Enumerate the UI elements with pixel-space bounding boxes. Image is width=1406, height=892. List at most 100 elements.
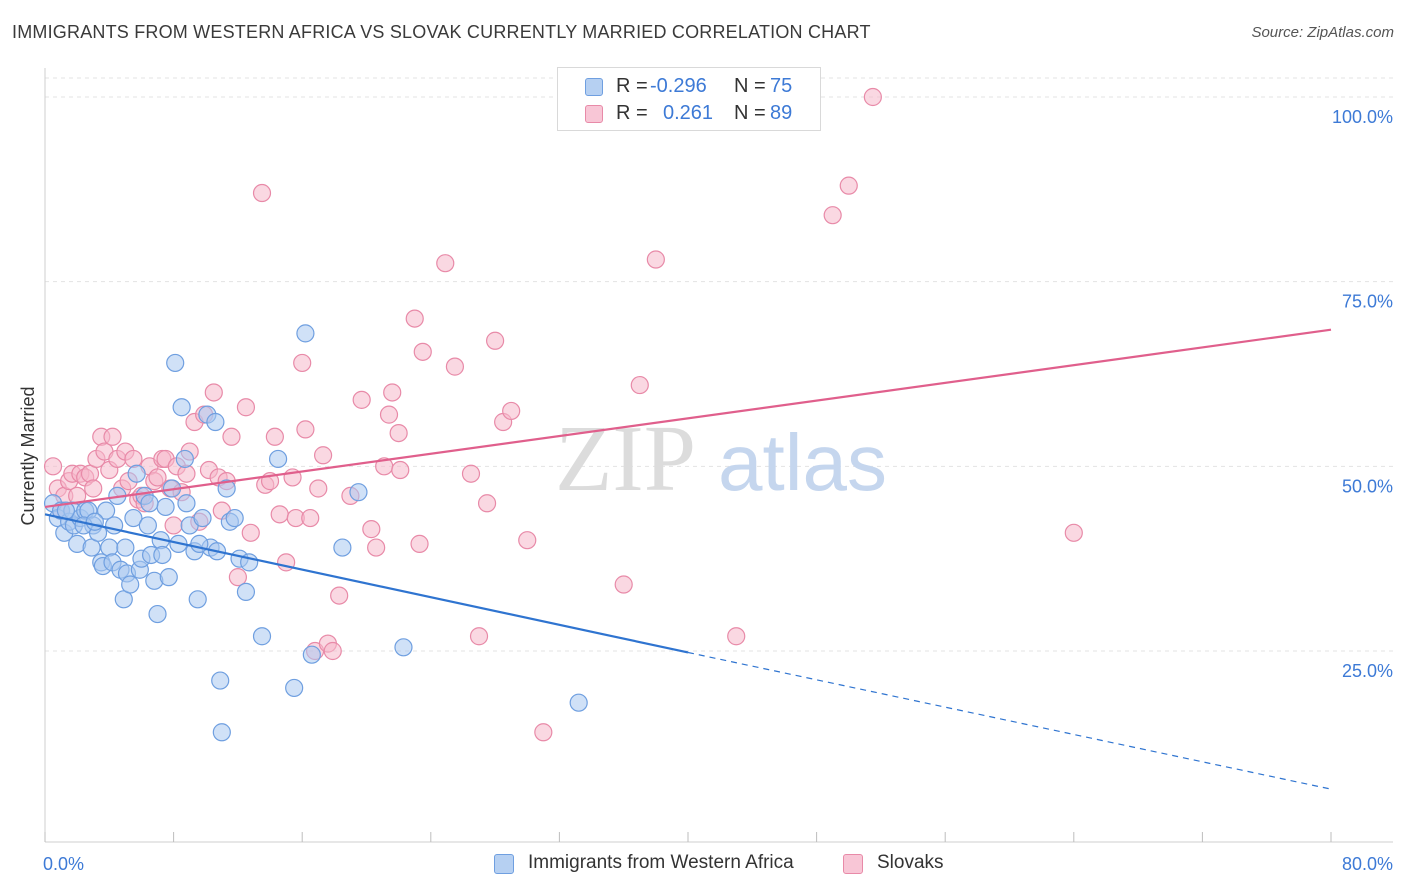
point-slovaks — [43, 457, 63, 476]
y-tick-label: 75.0% — [1342, 292, 1393, 312]
point-slovaks — [228, 568, 247, 587]
point-western-africa — [121, 575, 140, 594]
point-western-africa — [153, 545, 172, 565]
point-western-africa — [166, 353, 185, 373]
watermark-zip: ZIP — [555, 407, 696, 511]
point-slovaks — [389, 423, 408, 443]
watermark-atlas: atlas — [718, 418, 887, 507]
point-slovaks — [313, 446, 333, 465]
legend-r-value: 0.261 — [663, 102, 714, 124]
y-tick-label: 50.0% — [1342, 476, 1393, 496]
point-western-africa — [349, 483, 368, 502]
point-slovaks — [367, 538, 386, 557]
point-slovaks — [103, 427, 122, 446]
point-western-africa — [140, 494, 159, 513]
legend-swatch-blue — [585, 78, 603, 96]
point-slovaks — [236, 398, 256, 417]
legend-n-value: 75 — [770, 75, 793, 97]
point-slovaks — [839, 176, 858, 195]
point-western-africa — [148, 604, 167, 624]
watermark: ZIP atlas — [555, 407, 887, 511]
trend-lines — [44, 328, 1332, 790]
point-slovaks — [486, 331, 505, 350]
legend-n-label: N = — [734, 75, 766, 97]
point-western-africa — [225, 508, 244, 528]
legend-label-western-africa: Immigrants from Western Africa — [528, 852, 794, 873]
y-axis-label: Currently Married — [18, 386, 38, 525]
point-western-africa — [394, 638, 413, 657]
legend-n-label: N = — [734, 102, 766, 124]
point-slovaks — [469, 627, 489, 646]
point-western-africa — [333, 538, 352, 557]
legend-r-label: R = — [616, 102, 648, 124]
chart-title: IMMIGRANTS FROM WESTERN AFRICA VS SLOVAK… — [12, 22, 871, 42]
point-western-africa — [100, 538, 119, 557]
point-western-africa — [211, 671, 230, 690]
point-western-africa — [96, 501, 116, 520]
x-tick-label: 0.0% — [43, 854, 84, 874]
point-western-africa — [296, 324, 315, 343]
source-label: Source: ZipAtlas.com — [1251, 24, 1394, 41]
point-western-africa — [217, 479, 236, 498]
point-slovaks — [241, 523, 260, 542]
point-western-africa — [124, 508, 143, 528]
point-slovaks — [1064, 523, 1083, 542]
legend-row-slovaks: R = 0.261 N = 89 — [558, 100, 820, 128]
point-western-africa — [172, 398, 191, 417]
point-western-africa — [302, 645, 321, 664]
point-slovaks — [630, 375, 649, 395]
point-western-africa — [175, 449, 194, 469]
point-western-africa — [177, 494, 196, 513]
legend-swatch-blue — [494, 854, 514, 874]
point-western-africa — [193, 508, 212, 528]
point-slovaks — [477, 494, 497, 513]
point-slovaks — [445, 357, 465, 376]
point-slovaks — [727, 627, 746, 646]
legend-swatch-pink — [585, 105, 603, 123]
point-slovaks — [436, 254, 455, 273]
point-western-africa — [206, 412, 225, 432]
point-slovaks — [362, 520, 381, 539]
point-slovaks — [84, 479, 103, 498]
point-western-africa — [116, 538, 135, 557]
point-western-africa — [285, 678, 304, 698]
legend-swatch-pink — [843, 854, 863, 874]
point-slovaks — [293, 353, 312, 373]
point-western-africa — [188, 590, 207, 609]
point-slovaks — [148, 468, 167, 487]
point-western-africa — [268, 449, 288, 469]
point-slovaks — [502, 401, 521, 421]
point-western-africa — [127, 464, 146, 483]
point-slovaks — [296, 420, 315, 439]
point-slovaks — [379, 405, 399, 424]
point-slovaks — [534, 723, 553, 742]
point-western-africa — [159, 568, 178, 587]
axes — [44, 68, 1393, 843]
legend-r-label: R = — [616, 75, 648, 97]
point-slovaks — [823, 206, 842, 225]
point-slovaks — [330, 586, 349, 605]
point-slovaks — [301, 508, 320, 528]
point-slovaks — [124, 449, 143, 469]
point-slovaks — [405, 309, 424, 328]
point-slovaks — [270, 505, 289, 524]
point-western-africa — [252, 627, 272, 646]
trend-line-western-africa-extension — [687, 651, 1332, 790]
legend-row-western-africa: R = -0.296 N = 75 — [558, 73, 820, 101]
x-tick-label: 80.0% — [1342, 854, 1393, 874]
point-slovaks — [410, 534, 429, 553]
point-slovaks — [383, 383, 402, 402]
tick-labels: 25.0% 50.0% 75.0% 100.0% 0.0% 80.0% — [43, 107, 1393, 874]
point-slovaks — [518, 531, 537, 550]
point-slovaks — [309, 479, 328, 498]
point-western-africa — [156, 497, 175, 517]
legend-label-slovaks: Slovaks — [877, 852, 944, 873]
y-tick-label: 100.0% — [1332, 107, 1393, 127]
point-western-africa — [212, 723, 231, 742]
point-slovaks — [222, 427, 241, 446]
trend-line-western-africa — [44, 513, 689, 654]
point-slovaks — [323, 641, 342, 661]
point-slovaks — [461, 464, 481, 483]
point-slovaks — [391, 460, 410, 480]
